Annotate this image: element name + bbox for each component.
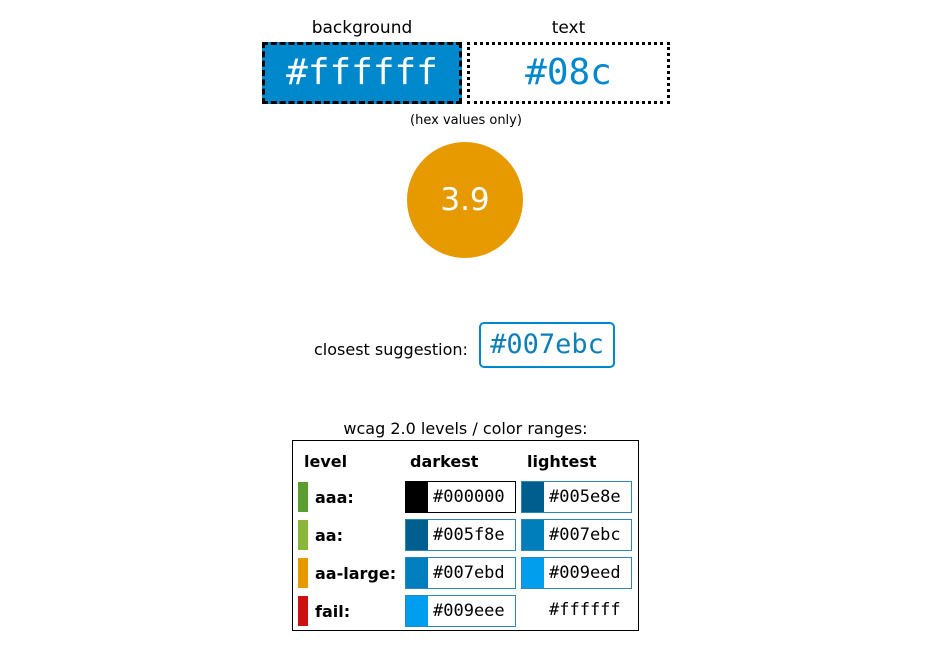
color-hex: #007ebd [433,563,505,583]
color-hex: #009eed [549,563,621,583]
text-input[interactable]: #08c [467,42,670,104]
color-swatch [406,520,428,550]
color-swatch [522,482,544,512]
color-swatch [522,558,544,588]
lightest-color-chip[interactable]: #005e8e [521,481,632,513]
background-label: background [311,18,413,38]
level-color-bar [298,596,308,626]
level-name: aa: [315,526,343,545]
color-swatch [406,558,428,588]
suggestion-button[interactable]: #007ebc [479,322,615,368]
level-name: aa-large: [315,564,397,583]
level-color-bar [298,558,308,588]
darkest-color-chip[interactable]: #000000 [405,481,516,513]
color-hex: #007ebc [549,525,621,545]
suggestion-label: closest suggestion: [314,340,468,359]
color-swatch [522,520,544,550]
level-row-fail: fail: #009eee #ffffff [293,594,638,628]
level-row-aa: aa: #005f8e #007ebc [293,518,638,552]
color-hex: #009eee [433,601,505,621]
lightest-color-value: #ffffff [549,600,621,620]
text-label: text [551,18,586,38]
hex-hint: (hex values only) [410,113,522,128]
color-hex: #005e8e [549,487,621,507]
levels-table: level darkest lightest aaa: #000000 #005… [292,440,639,631]
header-level: level [304,452,348,471]
level-name: aaa: [315,488,354,507]
levels-title: wcag 2.0 levels / color ranges: [343,419,588,438]
lightest-color-chip[interactable]: #009eed [521,557,632,589]
header-lightest: lightest [527,452,597,471]
level-color-bar [298,482,308,512]
level-color-bar [298,520,308,550]
color-hex: #005f8e [433,525,505,545]
header-darkest: darkest [410,452,479,471]
background-input[interactable]: #ffffff [262,42,462,104]
darkest-color-chip[interactable]: #007ebd [405,557,516,589]
color-swatch [406,482,428,512]
contrast-ratio-badge: 3.9 [407,142,523,258]
color-swatch [406,596,428,626]
darkest-color-chip[interactable]: #005f8e [405,519,516,551]
lightest-color-chip[interactable]: #007ebc [521,519,632,551]
darkest-color-chip[interactable]: #009eee [405,595,516,627]
color-hex: #000000 [433,487,505,507]
level-row-aa-large: aa-large: #007ebd #009eed [293,556,638,590]
level-row-aaa: aaa: #000000 #005e8e [293,480,638,514]
level-name: fail: [315,602,351,621]
